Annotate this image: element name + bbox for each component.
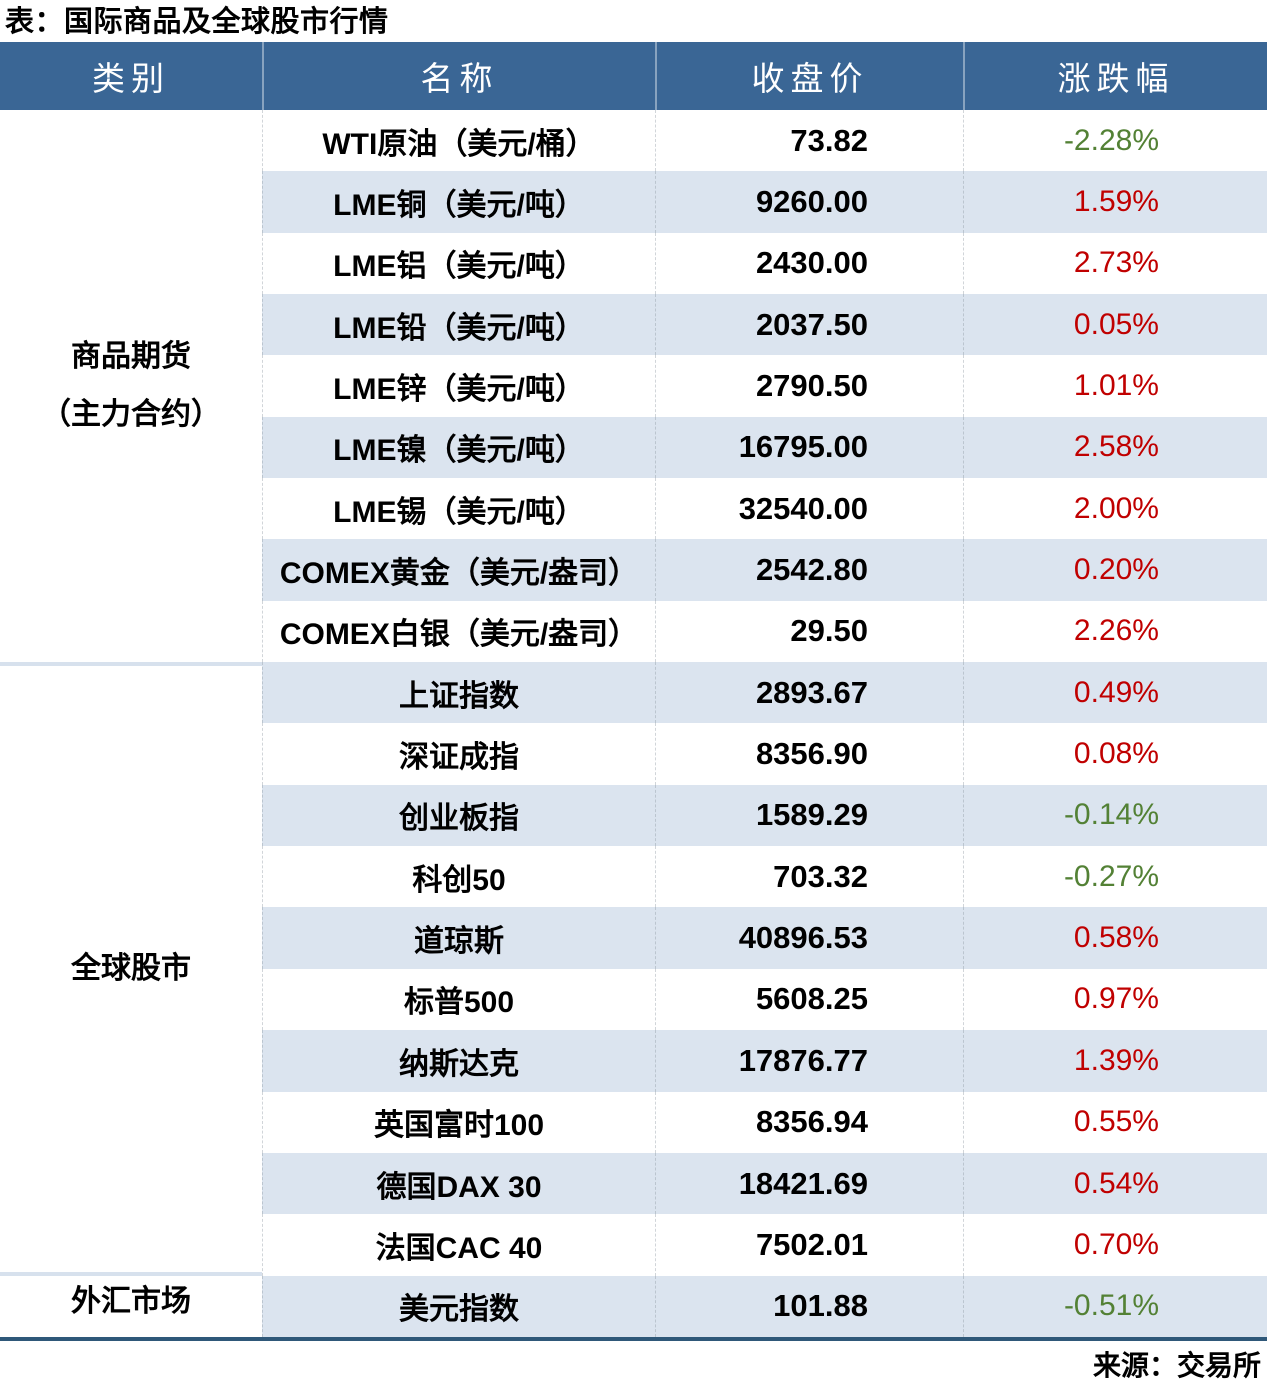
table-row: 纳斯达克 17876.77 1.39% — [262, 1030, 1267, 1092]
name-cell: LME铅（美元/吨） — [262, 294, 655, 356]
col-header-change: 涨跌幅 — [963, 42, 1267, 110]
name-cell: LME镍（美元/吨） — [262, 416, 655, 479]
name-cell: 道琼斯 — [262, 907, 655, 969]
change-cell: 0.55% — [963, 1091, 1267, 1153]
table-row: LME锌（美元/吨） 2790.50 1.01% — [262, 355, 1267, 417]
table-row: COMEX黄金（美元/盎司） 2542.80 0.20% — [262, 539, 1267, 601]
change-cell: 0.20% — [963, 539, 1267, 601]
close-cell: 2790.50 — [655, 355, 963, 417]
change-cell: 0.70% — [963, 1214, 1267, 1276]
table-row: 科创50 703.32 -0.27% — [262, 846, 1267, 908]
name-cell: 创业板指 — [262, 784, 655, 847]
name-cell: 深证成指 — [262, 723, 655, 785]
close-cell: 18421.69 — [655, 1152, 963, 1215]
change-cell: 0.97% — [963, 968, 1267, 1031]
close-cell: 2893.67 — [655, 662, 963, 724]
name-cell: 纳斯达克 — [262, 1030, 655, 1092]
change-cell: 0.49% — [963, 662, 1267, 724]
close-cell: 40896.53 — [655, 907, 963, 969]
category-cell: 全球股市 — [0, 662, 262, 1272]
market-table: 类别 名称 收盘价 涨跌幅 商品期货 （主力合约） 全球股市 外汇市场 WTI原油（… — [0, 42, 1267, 1341]
close-cell: 8356.94 — [655, 1091, 963, 1153]
name-cell: 德国DAX 30 — [262, 1152, 655, 1215]
table-row: 英国富时100 8356.94 0.55% — [262, 1091, 1267, 1153]
change-cell: 1.59% — [963, 171, 1267, 233]
category-cell: 外汇市场 — [0, 1271, 262, 1329]
name-cell: COMEX白银（美元/盎司） — [262, 600, 655, 663]
name-cell: LME铝（美元/吨） — [262, 232, 655, 295]
table-row: LME铝（美元/吨） 2430.00 2.73% — [262, 232, 1267, 295]
table-body: 商品期货 （主力合约） 全球股市 外汇市场 WTI原油（美元/桶） 73.82 -2.2… — [0, 110, 1267, 1341]
change-cell: 2.58% — [963, 416, 1267, 479]
close-cell: 703.32 — [655, 846, 963, 908]
name-cell: 上证指数 — [262, 662, 655, 724]
table-row: LME铅（美元/吨） 2037.50 0.05% — [262, 294, 1267, 356]
table-row: 创业板指 1589.29 -0.14% — [262, 784, 1267, 847]
table-row: 标普500 5608.25 0.97% — [262, 968, 1267, 1031]
change-cell: 0.58% — [963, 907, 1267, 969]
close-cell: 73.82 — [655, 110, 963, 172]
name-cell: WTI原油（美元/桶） — [262, 110, 655, 172]
category-cell: 商品期货 （主力合约） — [41, 339, 221, 432]
close-cell: 2430.00 — [655, 232, 963, 295]
table-header-row: 类别 名称 收盘价 涨跌幅 — [0, 42, 1267, 110]
table-row: COMEX白银（美元/盎司） 29.50 2.26% — [262, 600, 1267, 663]
close-cell: 5608.25 — [655, 968, 963, 1031]
table-row: LME镍（美元/吨） 16795.00 2.58% — [262, 416, 1267, 479]
table-row: 法国CAC 40 7502.01 0.70% — [262, 1214, 1267, 1276]
change-cell: 1.39% — [963, 1030, 1267, 1092]
name-cell: 美元指数 — [262, 1275, 655, 1337]
table-row: 深证成指 8356.90 0.08% — [262, 723, 1267, 785]
table-row: WTI原油（美元/桶） 73.82 -2.28% — [262, 110, 1267, 172]
change-cell: 2.73% — [963, 232, 1267, 295]
name-cell: LME锌（美元/吨） — [262, 355, 655, 417]
change-cell: -2.28% — [963, 110, 1267, 172]
table-row: 美元指数 101.88 -0.51% — [262, 1275, 1267, 1337]
close-cell: 29.50 — [655, 600, 963, 663]
name-cell: COMEX黄金（美元/盎司） — [262, 539, 655, 601]
table-row: LME铜（美元/吨） 9260.00 1.59% — [262, 171, 1267, 233]
name-cell: 标普500 — [262, 968, 655, 1031]
col-header-close: 收盘价 — [655, 42, 963, 110]
change-cell: -0.51% — [963, 1275, 1267, 1337]
change-cell: 1.01% — [963, 355, 1267, 417]
col-header-category: 类别 — [92, 62, 170, 98]
close-cell: 2542.80 — [655, 539, 963, 601]
close-cell: 8356.90 — [655, 723, 963, 785]
name-cell: LME铜（美元/吨） — [262, 171, 655, 233]
table-row: 上证指数 2893.67 0.49% — [262, 662, 1267, 724]
table-row: 德国DAX 30 18421.69 0.54% — [262, 1152, 1267, 1215]
table-row: 道琼斯 40896.53 0.58% — [262, 907, 1267, 969]
category-column: 商品期货 （主力合约） 全球股市 外汇市场 — [0, 110, 262, 1337]
change-cell: 0.05% — [963, 294, 1267, 356]
name-cell: LME锡（美元/吨） — [262, 478, 655, 540]
close-cell: 32540.00 — [655, 478, 963, 540]
close-cell: 16795.00 — [655, 416, 963, 479]
table-row: LME锡（美元/吨） 32540.00 2.00% — [262, 478, 1267, 540]
change-cell: 2.26% — [963, 600, 1267, 663]
name-cell: 科创50 — [262, 846, 655, 908]
change-cell: -0.27% — [963, 846, 1267, 908]
name-cell: 英国富时100 — [262, 1091, 655, 1153]
col-header-name: 名称 — [262, 42, 655, 110]
source-note: 来源：交易所 — [1092, 1350, 1261, 1382]
close-cell: 1589.29 — [655, 784, 963, 847]
change-cell: -0.14% — [963, 784, 1267, 847]
data-rows: WTI原油（美元/桶） 73.82 -2.28% LME铜（美元/吨） 9260.00 1… — [262, 110, 1267, 1337]
close-cell: 17876.77 — [655, 1030, 963, 1092]
close-cell: 9260.00 — [655, 171, 963, 233]
name-cell: 法国CAC 40 — [262, 1214, 655, 1276]
change-cell: 0.08% — [963, 723, 1267, 785]
page-title: 表：国际商品及全球股市行情 — [5, 6, 389, 38]
close-cell: 7502.01 — [655, 1214, 963, 1276]
change-cell: 0.54% — [963, 1152, 1267, 1215]
close-cell: 2037.50 — [655, 294, 963, 356]
close-cell: 101.88 — [655, 1275, 963, 1337]
change-cell: 2.00% — [963, 478, 1267, 540]
